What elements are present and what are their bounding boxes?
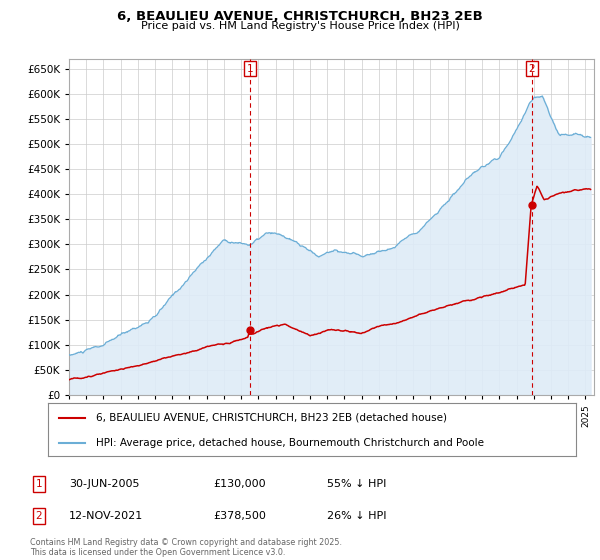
Text: 55% ↓ HPI: 55% ↓ HPI [327, 479, 386, 489]
Text: Contains HM Land Registry data © Crown copyright and database right 2025.
This d: Contains HM Land Registry data © Crown c… [30, 538, 342, 557]
Text: 1: 1 [247, 64, 253, 74]
Text: 2: 2 [529, 64, 535, 74]
Text: HPI: Average price, detached house, Bournemouth Christchurch and Poole: HPI: Average price, detached house, Bour… [95, 438, 484, 448]
Text: 26% ↓ HPI: 26% ↓ HPI [327, 511, 386, 521]
Text: £378,500: £378,500 [213, 511, 266, 521]
Text: 1: 1 [35, 479, 43, 489]
Text: £130,000: £130,000 [213, 479, 266, 489]
Text: 30-JUN-2005: 30-JUN-2005 [69, 479, 139, 489]
Text: 2: 2 [35, 511, 43, 521]
Text: 6, BEAULIEU AVENUE, CHRISTCHURCH, BH23 2EB: 6, BEAULIEU AVENUE, CHRISTCHURCH, BH23 2… [117, 10, 483, 23]
Text: Price paid vs. HM Land Registry's House Price Index (HPI): Price paid vs. HM Land Registry's House … [140, 21, 460, 31]
Text: 12-NOV-2021: 12-NOV-2021 [69, 511, 143, 521]
Text: 6, BEAULIEU AVENUE, CHRISTCHURCH, BH23 2EB (detached house): 6, BEAULIEU AVENUE, CHRISTCHURCH, BH23 2… [95, 413, 446, 423]
